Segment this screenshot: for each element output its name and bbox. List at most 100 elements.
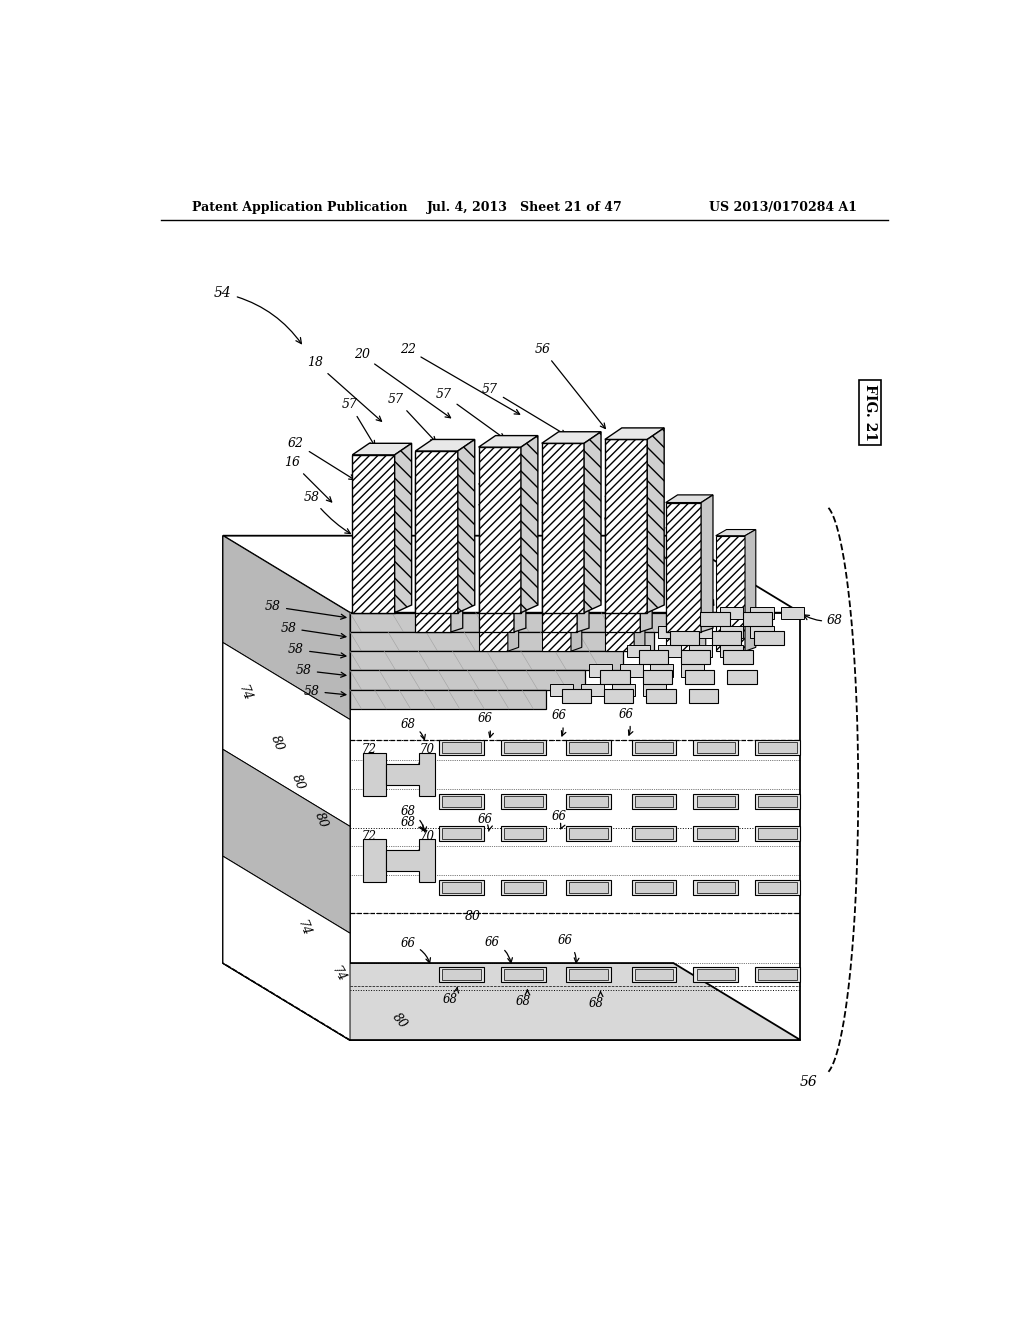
Text: 66: 66	[551, 709, 566, 737]
Polygon shape	[350, 651, 624, 671]
Text: 58: 58	[303, 491, 350, 533]
Bar	[442, 742, 481, 752]
Bar	[658, 626, 681, 638]
Text: 68: 68	[589, 991, 604, 1010]
Bar	[693, 880, 738, 895]
Polygon shape	[223, 536, 350, 719]
Bar	[689, 689, 718, 702]
Bar	[712, 631, 741, 645]
Bar	[693, 739, 738, 755]
Bar	[442, 829, 481, 840]
Polygon shape	[350, 612, 801, 1040]
Bar	[720, 607, 742, 619]
Polygon shape	[666, 503, 701, 632]
Polygon shape	[386, 752, 435, 796]
Bar	[646, 689, 676, 702]
Text: 80: 80	[312, 810, 331, 830]
Bar	[439, 826, 484, 841]
Polygon shape	[605, 428, 665, 440]
Bar	[635, 882, 674, 892]
Bar	[758, 829, 797, 840]
Bar	[635, 829, 674, 840]
Polygon shape	[542, 512, 571, 651]
Bar	[632, 793, 677, 809]
Polygon shape	[352, 444, 412, 455]
Text: 66: 66	[477, 713, 494, 738]
Polygon shape	[666, 521, 706, 528]
Bar	[670, 631, 698, 645]
Text: 68: 68	[442, 987, 459, 1006]
Polygon shape	[745, 529, 756, 651]
Polygon shape	[605, 515, 645, 520]
Polygon shape	[223, 964, 801, 1040]
Text: 66: 66	[477, 813, 493, 832]
Text: 80: 80	[268, 734, 286, 754]
Text: 58: 58	[265, 601, 346, 619]
Text: 80: 80	[465, 825, 481, 838]
Bar	[364, 840, 386, 882]
Bar	[696, 829, 735, 840]
Polygon shape	[416, 470, 463, 478]
Bar	[755, 631, 783, 645]
Bar	[501, 826, 546, 841]
Bar	[589, 664, 611, 677]
Polygon shape	[605, 520, 634, 651]
Text: 58: 58	[281, 622, 346, 639]
Text: 80: 80	[465, 911, 481, 924]
Polygon shape	[542, 444, 584, 612]
Bar	[689, 645, 712, 657]
Bar	[501, 966, 546, 982]
Polygon shape	[416, 451, 458, 612]
Polygon shape	[716, 529, 756, 536]
Text: 57: 57	[688, 568, 714, 605]
Bar	[727, 669, 757, 684]
Bar	[720, 645, 742, 657]
Polygon shape	[571, 507, 582, 651]
Polygon shape	[508, 499, 518, 651]
Text: 70: 70	[419, 829, 434, 855]
Text: 68: 68	[400, 805, 427, 832]
Bar	[758, 742, 797, 752]
Bar	[650, 664, 674, 677]
Bar	[693, 793, 738, 809]
Bar	[685, 669, 714, 684]
Bar	[504, 742, 543, 752]
Polygon shape	[605, 440, 647, 612]
Bar	[550, 684, 573, 696]
Polygon shape	[223, 536, 801, 612]
Text: 56: 56	[800, 1076, 817, 1089]
Bar	[569, 742, 608, 752]
Bar	[755, 739, 800, 755]
Text: 54: 54	[214, 286, 301, 343]
Bar	[643, 669, 672, 684]
Polygon shape	[451, 470, 463, 632]
Text: 58: 58	[288, 643, 346, 657]
Text: 68: 68	[400, 718, 425, 739]
Text: FIG. 21: FIG. 21	[863, 384, 877, 441]
Bar	[632, 739, 677, 755]
Text: 16: 16	[285, 455, 332, 502]
Bar	[751, 607, 773, 619]
Text: 57: 57	[604, 510, 640, 548]
Bar	[501, 793, 546, 809]
Polygon shape	[223, 536, 350, 1040]
Bar	[635, 742, 674, 752]
Bar	[566, 793, 611, 809]
Bar	[504, 882, 543, 892]
Polygon shape	[578, 483, 589, 632]
Text: 57: 57	[388, 393, 436, 442]
Polygon shape	[640, 488, 652, 632]
Bar	[689, 607, 712, 619]
Bar	[696, 742, 735, 752]
Polygon shape	[478, 506, 508, 651]
Text: 66: 66	[551, 810, 566, 829]
Bar	[724, 651, 753, 664]
Text: 57: 57	[646, 537, 679, 574]
Bar	[620, 664, 643, 677]
Polygon shape	[695, 521, 706, 651]
Polygon shape	[478, 436, 538, 447]
Bar	[364, 752, 386, 796]
Polygon shape	[584, 432, 601, 612]
Bar	[755, 880, 800, 895]
Polygon shape	[542, 490, 578, 632]
